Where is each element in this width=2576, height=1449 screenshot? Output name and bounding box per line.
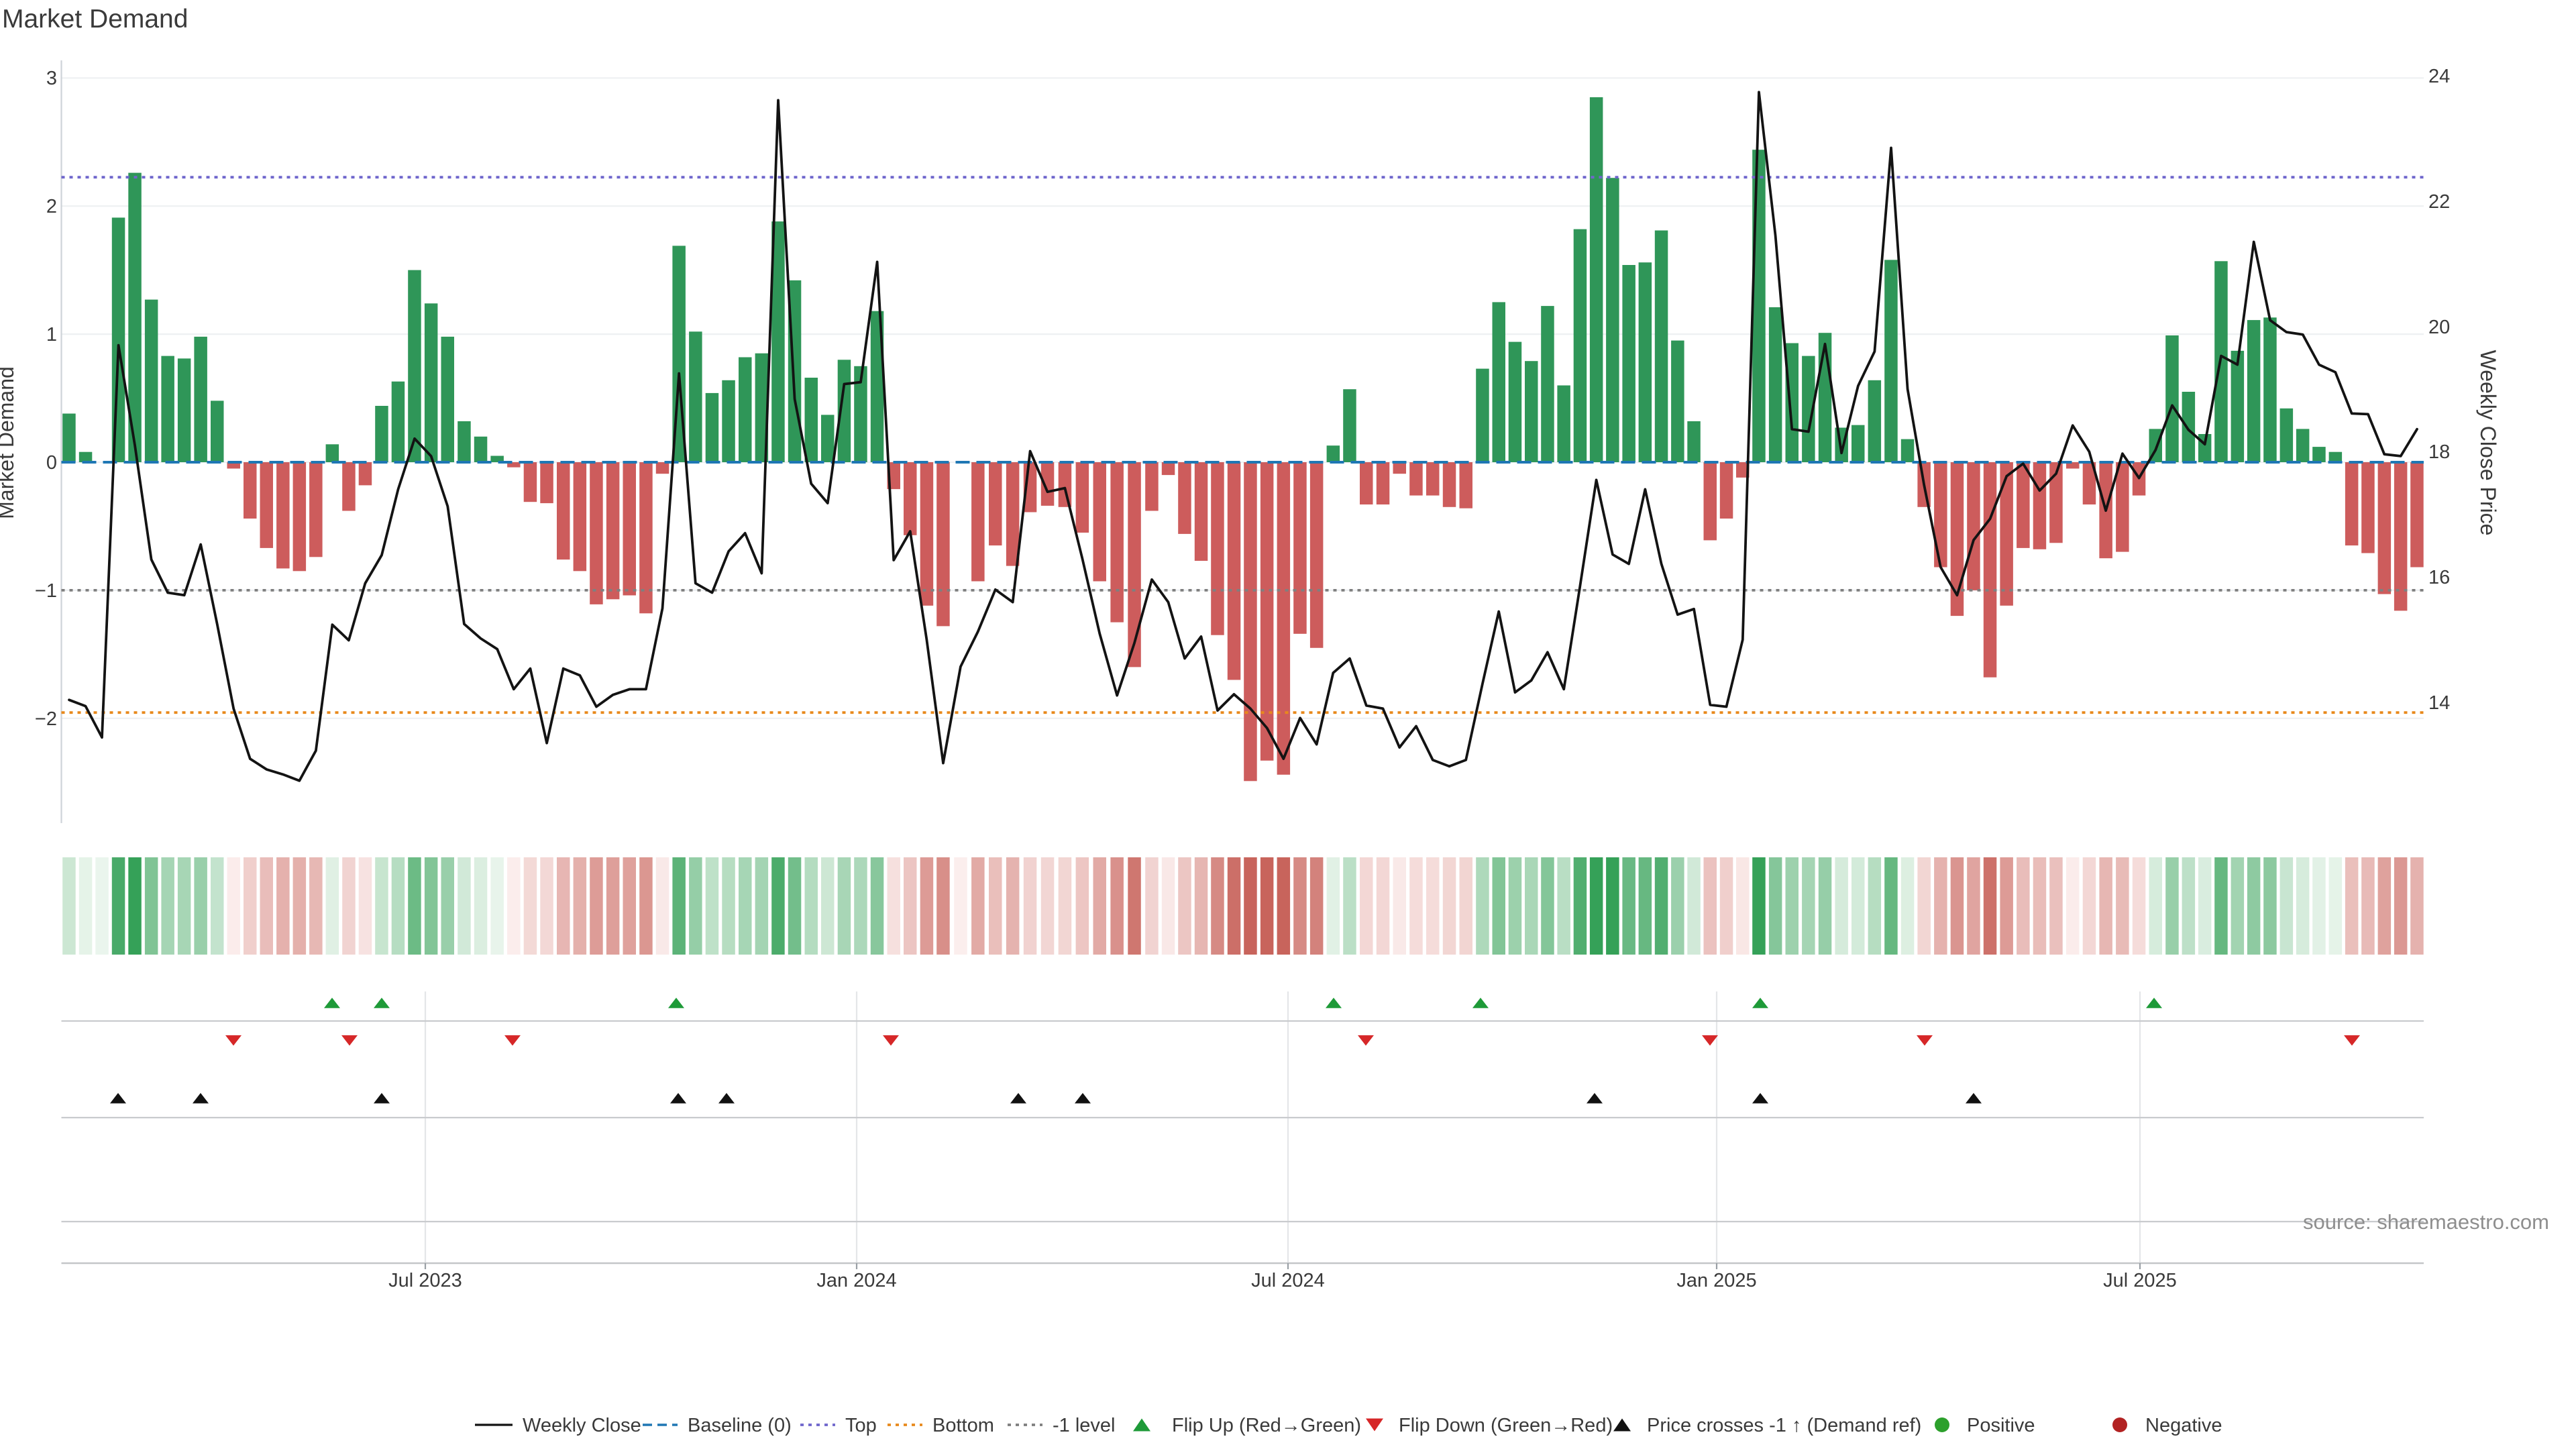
svg-text:source: sharemaestro.com: source: sharemaestro.com <box>2303 1210 2549 1234</box>
svg-text:Bottom: Bottom <box>932 1415 994 1436</box>
svg-text:16: 16 <box>2428 567 2450 588</box>
svg-text:Jul 2024: Jul 2024 <box>1251 1270 1325 1291</box>
svg-text:Top: Top <box>845 1415 877 1436</box>
svg-text:Weekly Close Price: Weekly Close Price <box>2476 350 2500 536</box>
svg-text:24: 24 <box>2428 66 2450 87</box>
svg-text:0: 0 <box>46 452 57 474</box>
svg-text:Negative: Negative <box>2145 1415 2222 1436</box>
svg-text:22: 22 <box>2428 191 2450 213</box>
svg-text:20: 20 <box>2428 317 2450 338</box>
svg-text:Market Demand: Market Demand <box>2 5 188 34</box>
svg-text:−1: −1 <box>35 580 57 602</box>
svg-text:Price crosses -1 ↑ (Demand ref: Price crosses -1 ↑ (Demand ref) <box>1647 1415 1921 1436</box>
svg-text:−2: −2 <box>35 708 57 730</box>
svg-text:14: 14 <box>2428 692 2450 714</box>
svg-text:Flip Up (Red→Green): Flip Up (Red→Green) <box>1172 1415 1361 1436</box>
svg-text:-1 level: -1 level <box>1053 1415 1116 1436</box>
svg-text:Jul 2025: Jul 2025 <box>2103 1270 2177 1291</box>
svg-text:Market Demand: Market Demand <box>0 366 18 519</box>
svg-text:2: 2 <box>46 196 57 217</box>
svg-text:Weekly Close: Weekly Close <box>523 1415 641 1436</box>
svg-text:18: 18 <box>2428 441 2450 463</box>
svg-text:Jul 2023: Jul 2023 <box>388 1270 462 1291</box>
svg-text:Positive: Positive <box>1967 1415 2035 1436</box>
svg-text:Jan 2024: Jan 2024 <box>816 1270 896 1291</box>
svg-text:3: 3 <box>46 68 57 89</box>
svg-text:Baseline (0): Baseline (0) <box>688 1415 792 1436</box>
svg-text:Jan 2025: Jan 2025 <box>1676 1270 1756 1291</box>
svg-text:1: 1 <box>46 324 57 345</box>
svg-text:Flip Down (Green→Red): Flip Down (Green→Red) <box>1399 1415 1613 1436</box>
